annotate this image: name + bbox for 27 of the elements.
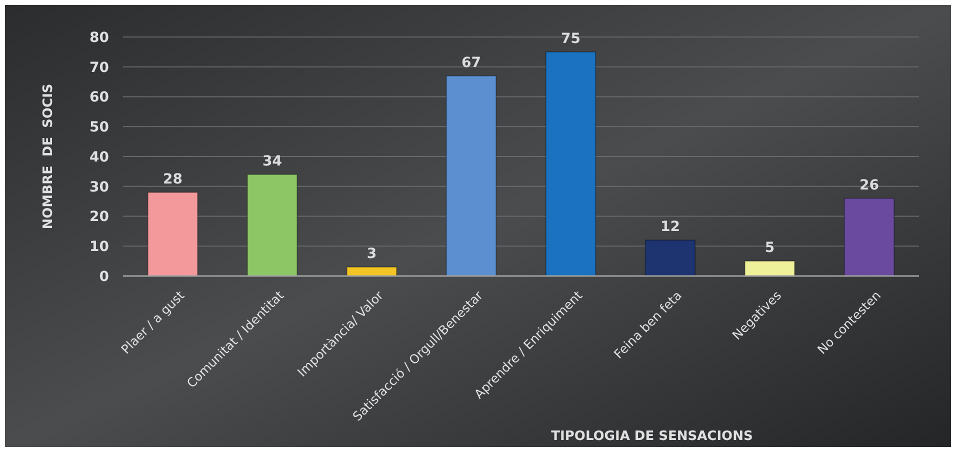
bar [446, 75, 497, 276]
data-label: 12 [660, 219, 680, 236]
data-label: 28 [163, 171, 182, 188]
data-label: 3 [366, 246, 377, 262]
bar [246, 174, 298, 276]
data-label: 75 [561, 30, 580, 47]
y-tick-label: 60 [90, 90, 110, 106]
y-tick-label: 0 [99, 268, 110, 285]
bar [346, 266, 398, 276]
data-label: 5 [764, 240, 775, 256]
bar [545, 51, 596, 276]
y-tick-label: 10 [90, 239, 110, 256]
data-label: 34 [262, 153, 282, 170]
bar [644, 240, 696, 276]
data-label: 26 [860, 177, 879, 194]
y-tick-label: 40 [90, 149, 110, 166]
y-tick-label: 30 [90, 179, 110, 196]
data-label: 67 [462, 54, 481, 71]
y-tick-label: 80 [90, 30, 110, 46]
x-axis-title: TIPOLOGIA DE SENSACIONS [551, 429, 753, 444]
y-tick-label: 70 [90, 60, 110, 76]
bar [844, 198, 895, 276]
y-axis-title: NOMBRE DE SOCIS [41, 84, 56, 230]
y-tick-label: 50 [90, 120, 110, 136]
y-tick-label: 20 [90, 209, 110, 226]
bar [147, 192, 198, 276]
bar [744, 260, 796, 276]
